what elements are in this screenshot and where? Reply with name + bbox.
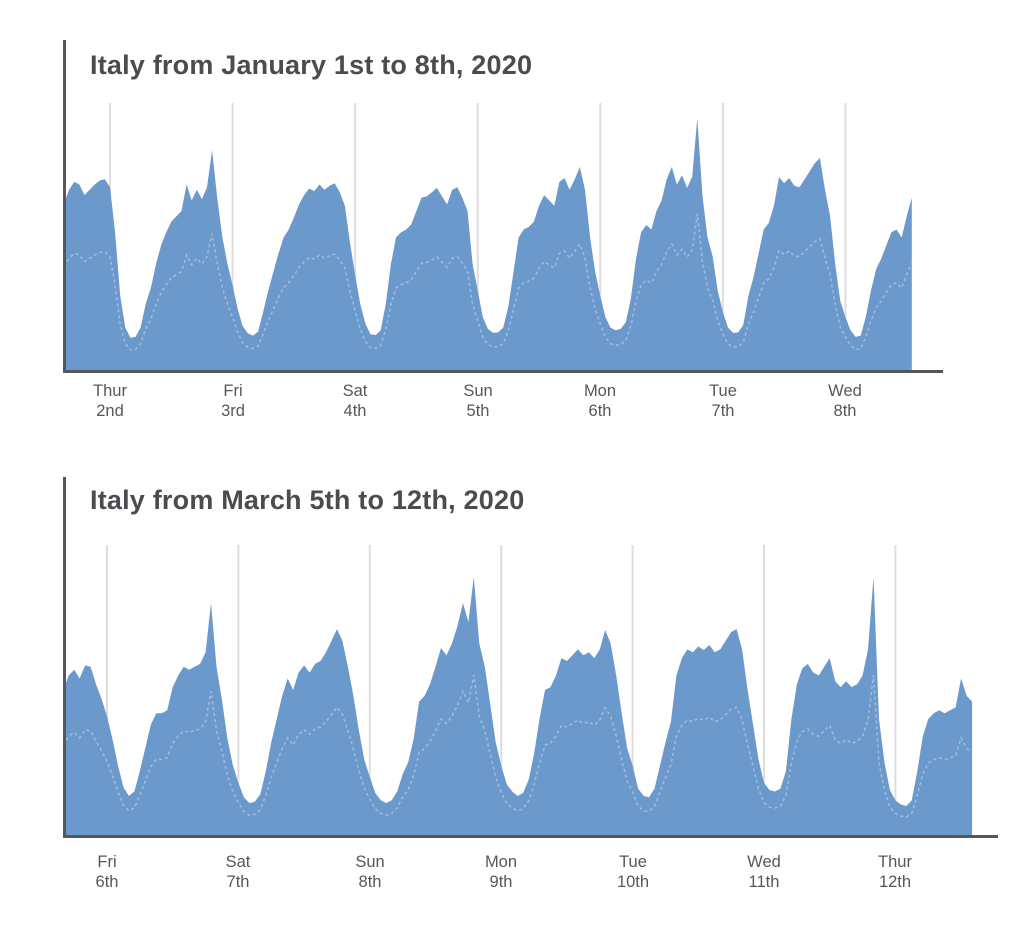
chart-january-plot [63,40,943,373]
chart-march-plot [62,477,998,838]
comparison-line [63,213,913,351]
traffic-area [64,118,912,370]
chart-title-march: Italy from March 5th to 12th, 2020 [90,485,525,515]
traffic-area [63,576,973,835]
chart-title-january: Italy from January 1st to 8th, 2020 [90,50,533,80]
